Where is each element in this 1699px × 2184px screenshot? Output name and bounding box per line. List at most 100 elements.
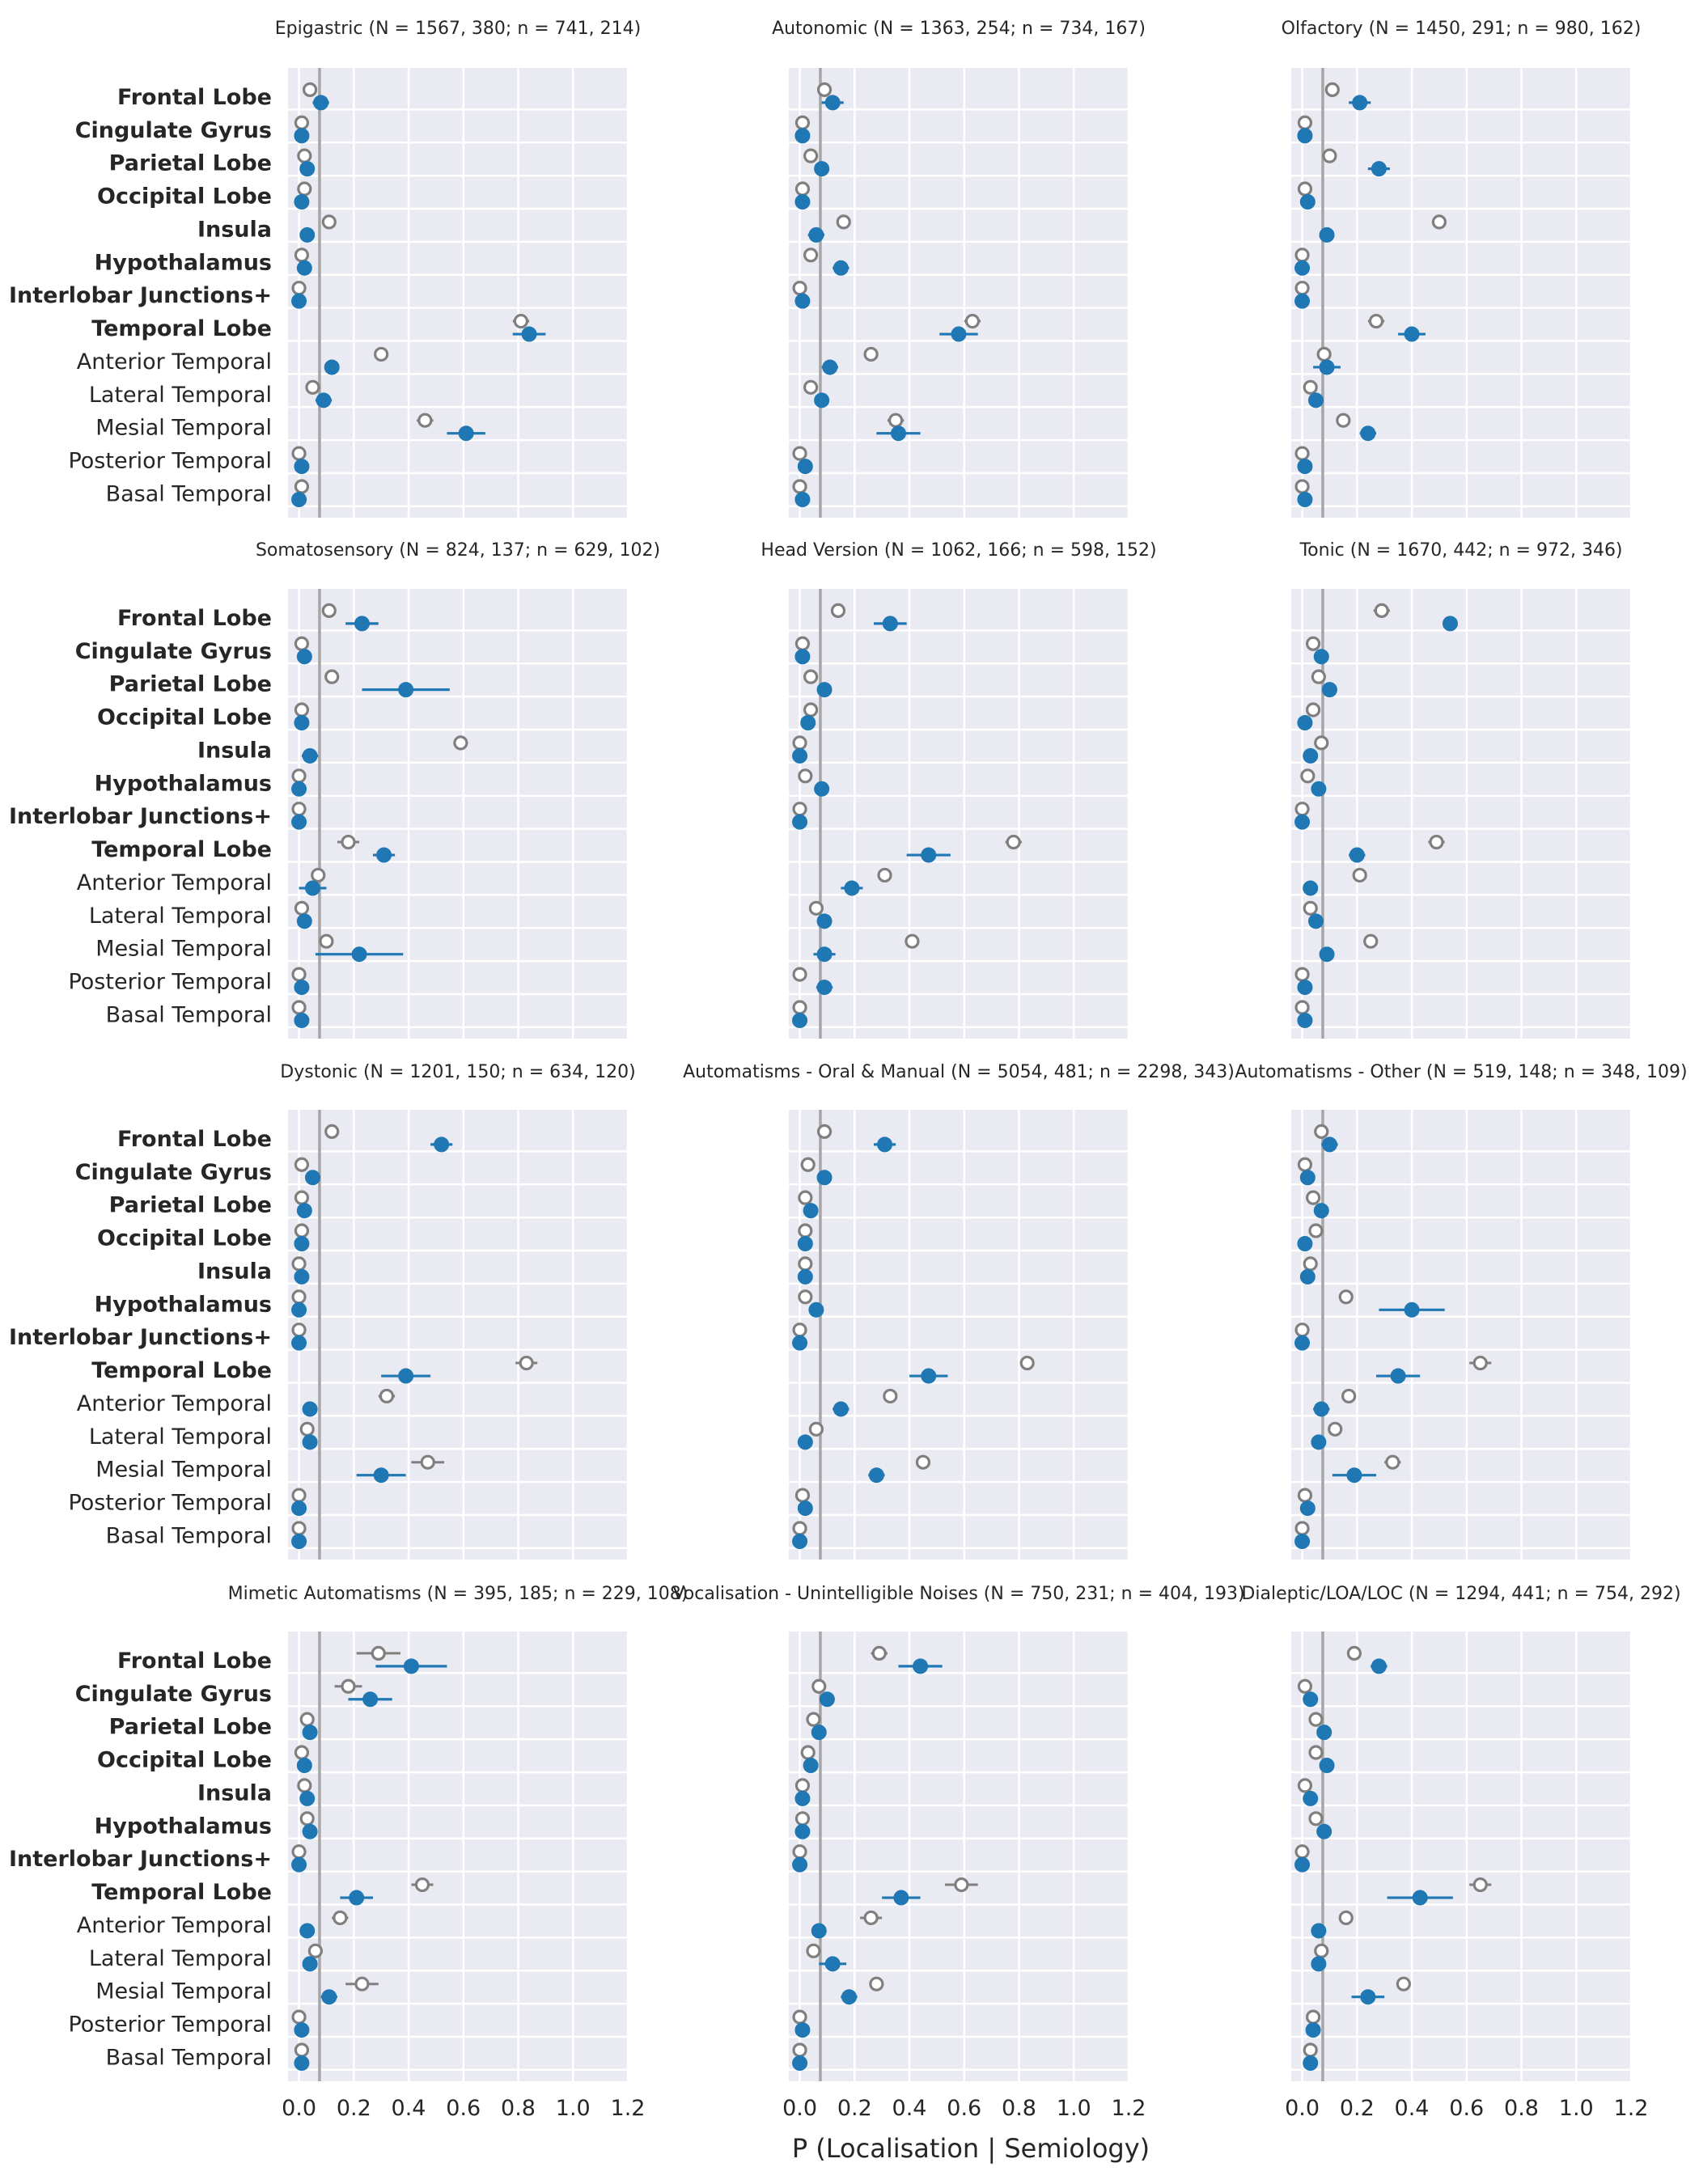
data-point [1442,616,1458,632]
data-point [792,1012,808,1028]
row-label: Parietal Lobe [109,151,272,176]
data-point [1303,900,1318,916]
data-point [434,1136,450,1153]
row-label: Mesial Temporal [95,937,272,962]
data-point [792,1856,808,1873]
data-point [1390,1368,1406,1384]
data-point [417,413,433,428]
data-point [294,115,310,130]
data-point [291,768,307,784]
data-point [294,1012,310,1028]
plot-area [1291,589,1631,1039]
plot-area [288,68,628,518]
data-point [800,1157,816,1172]
data-point [305,379,320,395]
data-point [1305,2009,1321,2025]
data-point [1294,1856,1311,1873]
data-point [797,459,813,475]
x-tick-label: 0.2 [337,2096,371,2121]
data-point [1472,1877,1488,1893]
x-tick-label: 0.4 [392,2096,426,2121]
data-point [1294,260,1311,276]
data-point [1352,867,1367,883]
data-point [1006,834,1021,850]
data-point [1404,1302,1420,1318]
row-label: Parietal Lobe [109,672,272,697]
data-point [1300,768,1316,784]
data-point [299,161,316,177]
row-label: Cingulate Gyrus [75,1160,272,1185]
data-point [792,1323,807,1338]
data-point [915,1454,931,1470]
row-label: Hypothalamus [95,250,272,275]
data-point [294,2042,310,2058]
data-point [800,1745,816,1760]
data-point [420,1454,435,1470]
data-point [811,1725,827,1741]
data-point [294,1745,310,1760]
row-label: Basal Temporal [106,1002,272,1027]
data-point [913,1658,929,1674]
data-point [354,616,370,632]
data-point [1294,281,1310,296]
data-point [294,194,310,210]
data-point [814,392,830,408]
data-point [794,293,811,309]
data-point [1404,326,1420,342]
data-point [1311,669,1326,684]
data-point [304,880,320,896]
x-tick-label: 0.0 [782,2096,817,2121]
row-label: Interlobar Junctions+ [9,1847,272,1872]
data-point [299,226,316,243]
data-point [824,95,841,111]
data-point [794,194,811,210]
data-point [1297,980,1313,996]
data-point [1294,967,1310,982]
data-point [794,1790,811,1806]
data-point [1341,1388,1357,1404]
data-point [841,1989,858,2005]
row-label: Occipital Lobe [97,184,272,210]
data-point [819,1691,835,1708]
data-point [816,913,833,929]
data-point [1431,214,1447,230]
data-point [294,980,310,996]
data-point [1319,946,1335,963]
data-point [1303,2042,1318,2058]
data-point [1305,1190,1321,1205]
data-point [519,1355,534,1371]
data-point [792,802,807,817]
data-point [311,867,326,883]
plot-area [288,589,628,1039]
data-point [291,2009,307,2025]
data-point [1299,194,1316,210]
data-point [1297,1778,1313,1793]
data-point [1297,1236,1313,1252]
data-point [333,1910,348,1926]
data-point [1319,359,1335,375]
data-point [291,1289,307,1305]
data-point [319,933,334,949]
data-point [1297,115,1313,130]
data-point [294,715,310,731]
data-point [1360,425,1376,442]
data-point [299,1790,316,1806]
data-point [808,226,824,243]
data-point [296,913,312,929]
plot-area [789,68,1129,518]
data-point [1299,1500,1316,1517]
data-point [299,1923,316,1939]
data-point [294,702,310,717]
data-point [921,847,937,863]
data-point [294,1268,310,1285]
data-point [302,1823,318,1839]
data-point [888,413,904,428]
data-point [1297,715,1313,731]
data-point [836,214,851,230]
data-point [1349,847,1365,863]
row-label: Insula [197,738,272,763]
panel: Automatisms - Oral & Manual (N = 5054, 4… [683,1062,1235,1560]
panel: Epigastric (N = 1567, 380; n = 741, 214)… [9,19,641,518]
data-point [1307,913,1324,929]
data-point [521,326,537,342]
